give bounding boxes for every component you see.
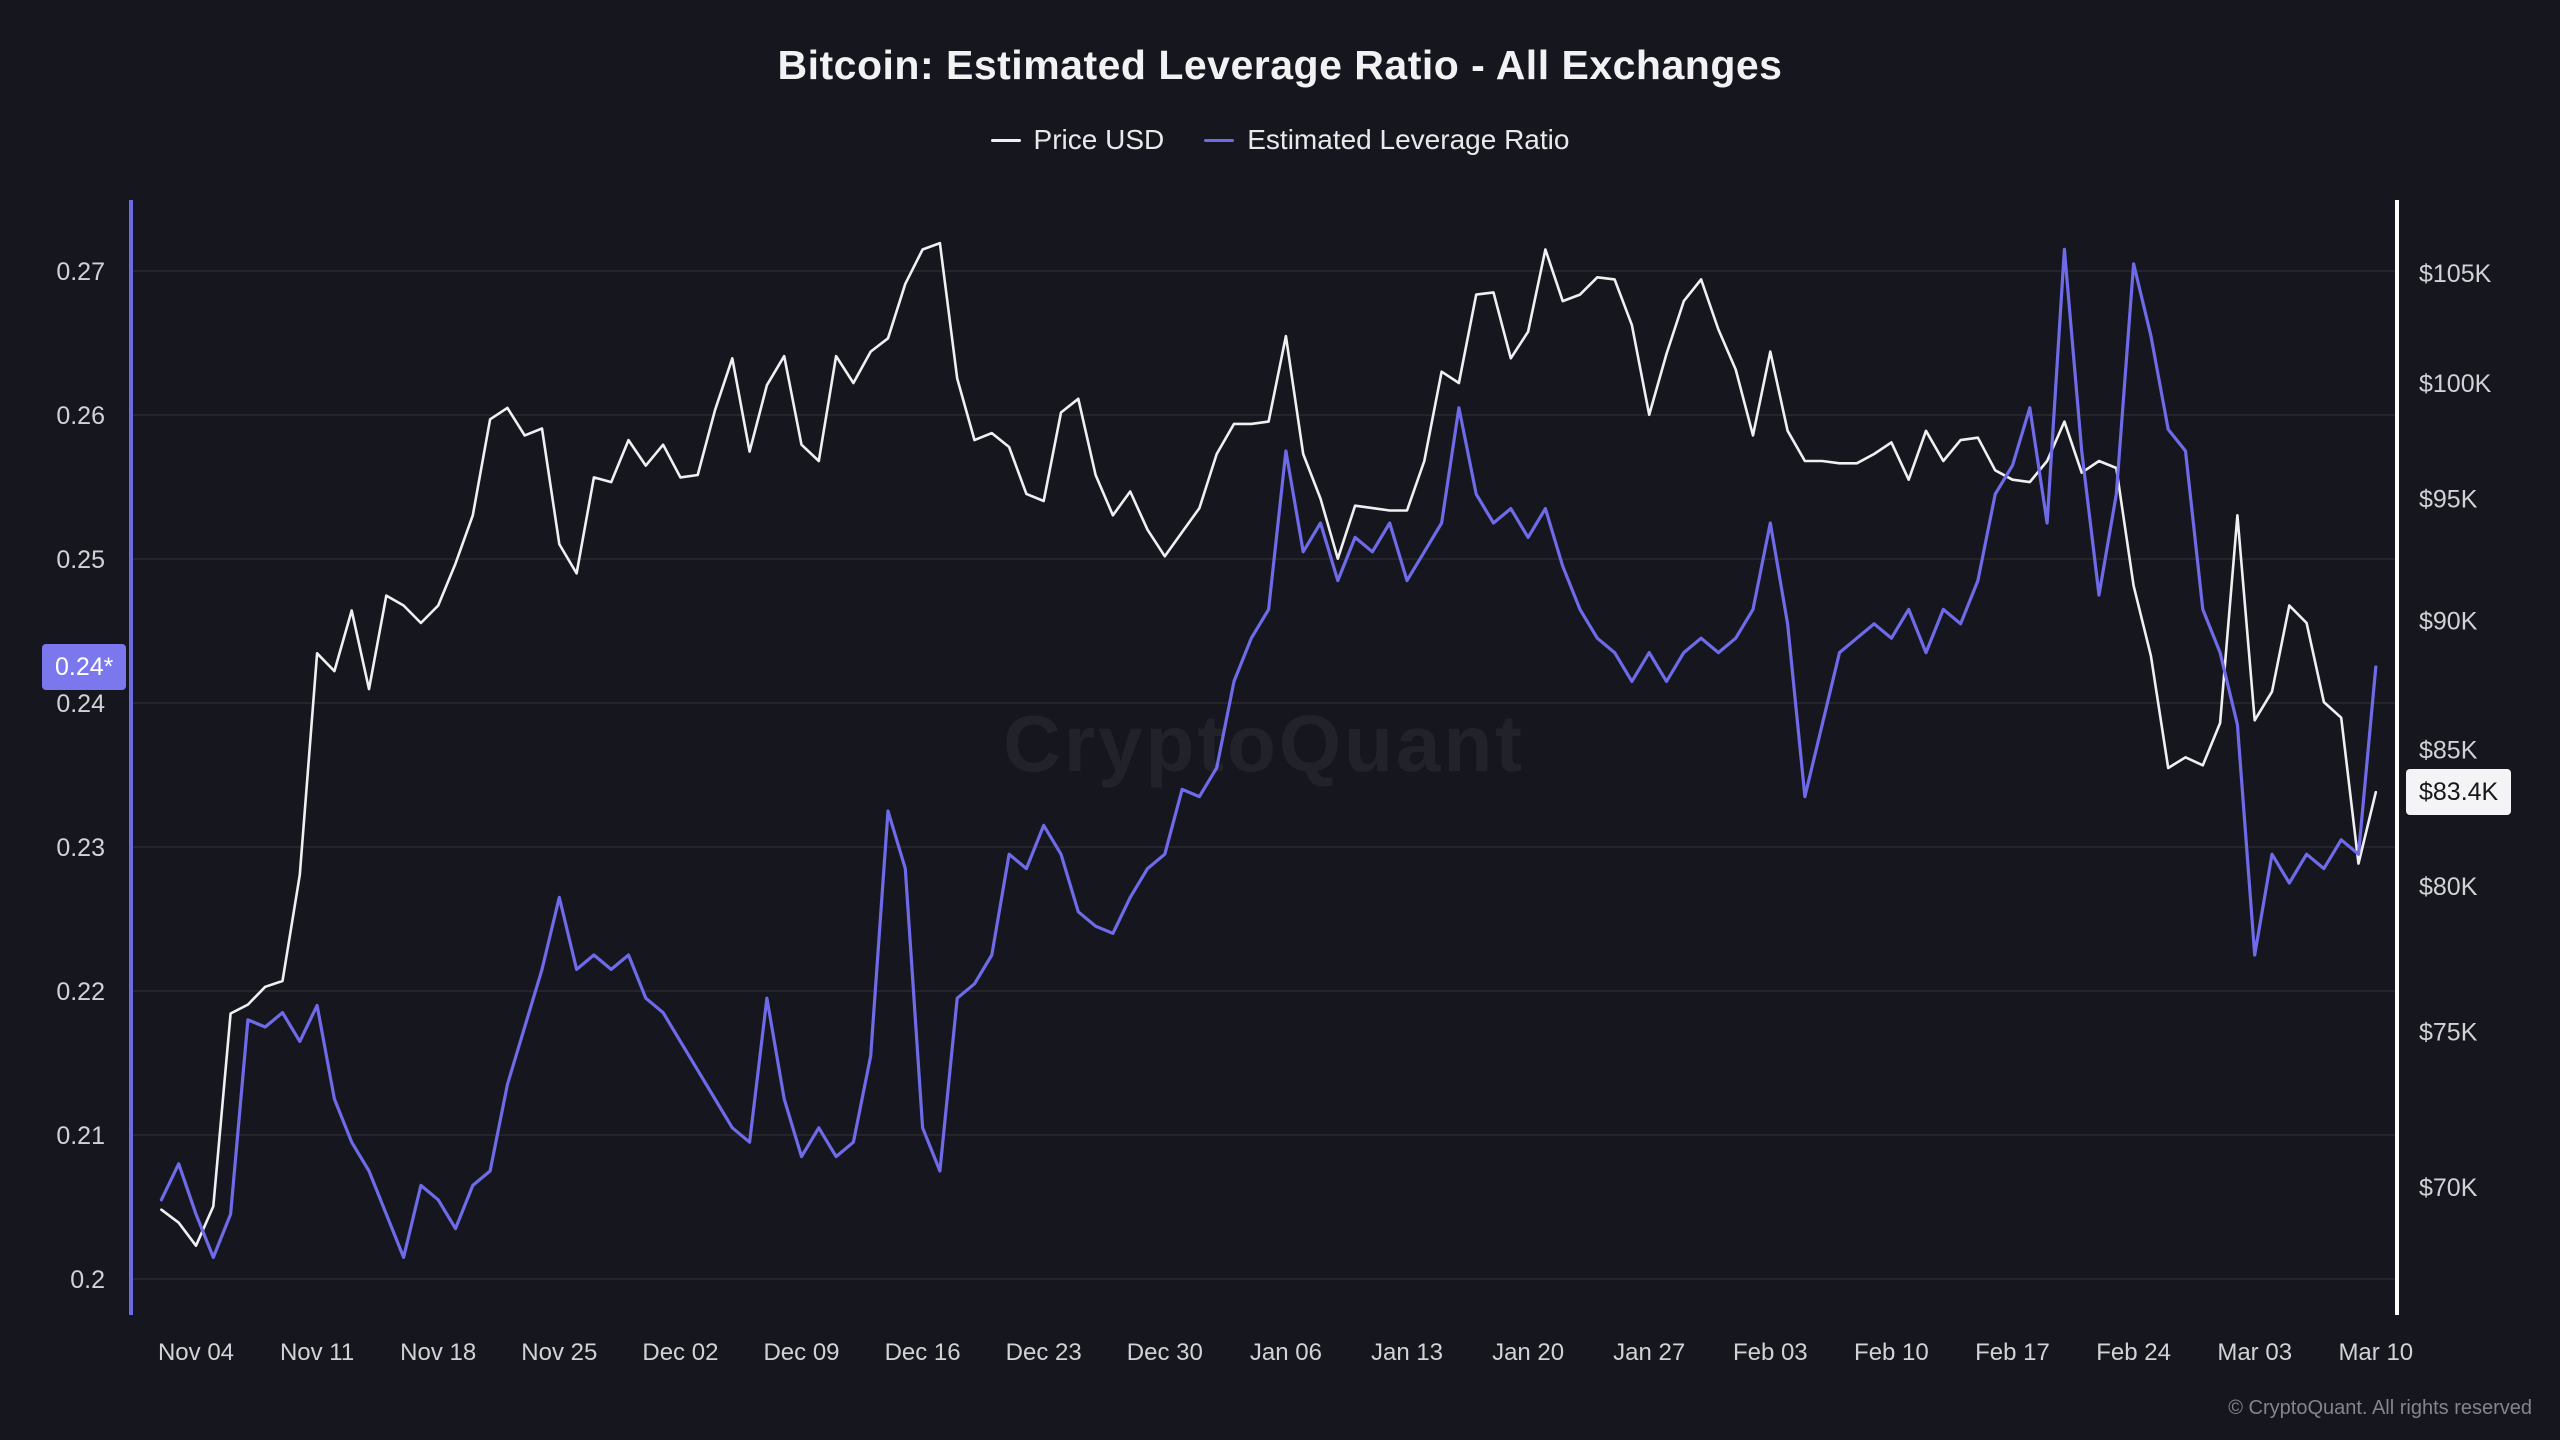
left-axis-tick-label: 0.25 — [56, 546, 105, 574]
price-current-value-badge: $83.4K — [2406, 769, 2512, 816]
legend-label-leverage: Estimated Leverage Ratio — [1247, 124, 1570, 155]
right-axis-tick-label: $90K — [2419, 607, 2478, 635]
x-axis-tick-label: Jan 20 — [1492, 1339, 1564, 1366]
right-axis-tick-label: $85K — [2419, 736, 2478, 764]
x-axis-tick-label: Mar 10 — [2338, 1339, 2413, 1366]
x-axis-tick-label: Nov 18 — [400, 1339, 476, 1366]
x-axis-tick-label: Mar 03 — [2217, 1339, 2292, 1366]
left-axis-tick-label: 0.23 — [56, 834, 105, 862]
copyright-notice: © CryptoQuant. All rights reserved — [2228, 1397, 2532, 1419]
left-axis-tick-label: 0.24 — [56, 690, 105, 718]
left-axis-tick-label: 0.21 — [56, 1122, 105, 1150]
right-axis-tick-label: $100K — [2419, 370, 2492, 398]
price-usd-line — [160, 241, 2378, 1247]
legend-item-leverage[interactable]: Estimated Leverage Ratio — [1204, 124, 1569, 156]
legend: Price USD Estimated Leverage Ratio — [0, 124, 2560, 156]
x-axis-tick-label: Feb 24 — [2096, 1339, 2171, 1366]
left-axis-tick-label: 0.26 — [56, 402, 105, 430]
x-axis-tick-label: Feb 10 — [1854, 1339, 1929, 1366]
x-axis-tick-label: Dec 02 — [642, 1339, 718, 1366]
x-axis-tick-label: Nov 25 — [521, 1339, 597, 1366]
left-axis-tick-label: 0.2 — [70, 1266, 105, 1294]
left-axis-tick-label: 0.27 — [56, 258, 105, 286]
legend-item-price[interactable]: Price USD — [990, 124, 1165, 156]
x-axis-tick-label: Feb 03 — [1733, 1339, 1808, 1366]
leverage-ratio-line — [159, 247, 2378, 1260]
x-axis-tick-label: Jan 27 — [1613, 1339, 1685, 1366]
x-axis-tick-label: Dec 09 — [763, 1339, 839, 1366]
x-axis-tick-label: Jan 13 — [1371, 1339, 1443, 1366]
right-axis-tick-label: $80K — [2419, 873, 2478, 901]
price-line-swatch-icon — [990, 138, 1021, 142]
x-axis-tick-label: Nov 04 — [158, 1339, 234, 1366]
x-axis-tick-label: Jan 06 — [1250, 1339, 1322, 1366]
legend-label-price: Price USD — [1033, 124, 1165, 155]
right-axis-tick-label: $75K — [2419, 1018, 2478, 1046]
chart-title: Bitcoin: Estimated Leverage Ratio - All … — [777, 42, 1783, 88]
x-axis-tick-label: Dec 16 — [885, 1339, 961, 1366]
right-axis-tick-label: $105K — [2419, 260, 2492, 288]
x-axis-tick-label: Feb 17 — [1975, 1339, 2050, 1366]
x-axis-tick-label: Dec 23 — [1006, 1339, 1082, 1366]
leverage-current-value-badge: 0.24* — [42, 644, 127, 690]
x-axis-tick-label: Nov 11 — [280, 1339, 354, 1366]
x-axis-tick-label: Dec 30 — [1127, 1339, 1203, 1366]
right-axis-tick-label: $70K — [2419, 1174, 2478, 1202]
left-axis-tick-label: 0.22 — [56, 978, 105, 1006]
right-axis-tick-label: $95K — [2419, 486, 2478, 514]
leverage-line-swatch-icon — [1204, 138, 1235, 142]
